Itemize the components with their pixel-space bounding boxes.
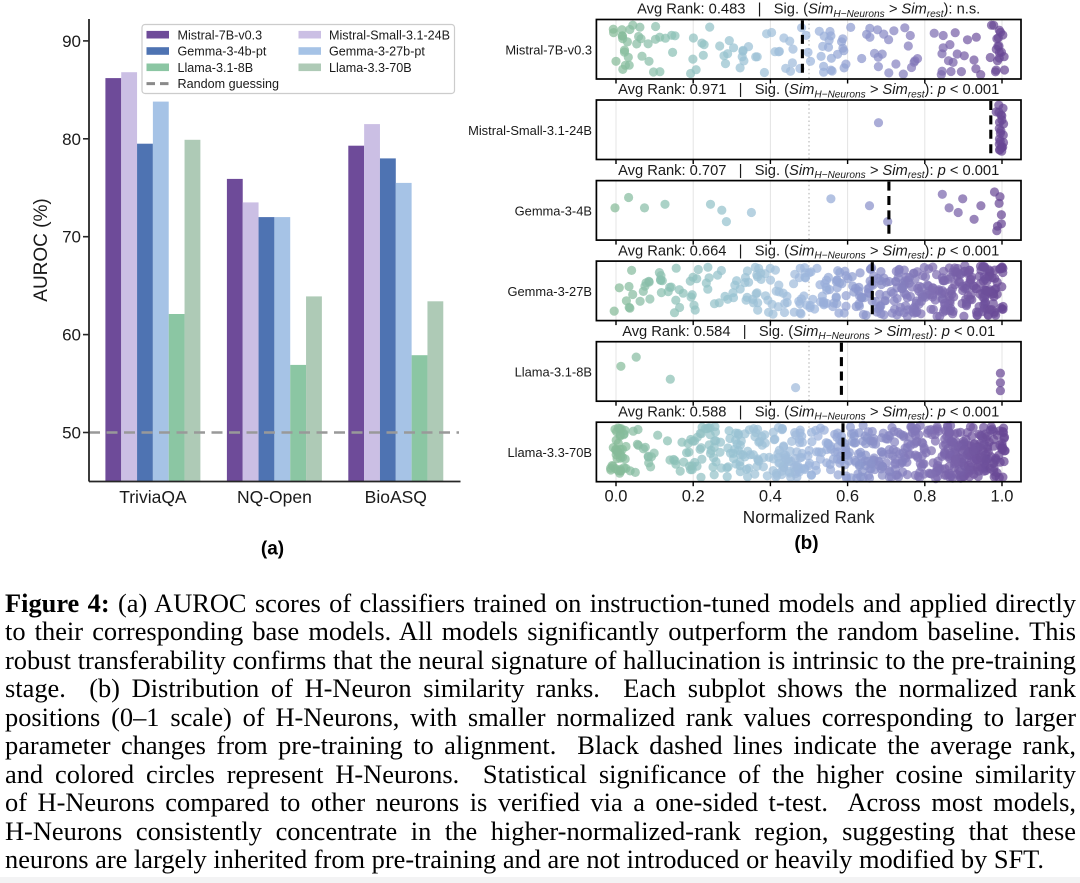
svg-text:AUROC (%): AUROC (%) — [31, 198, 52, 301]
svg-text:Mistral-Small-3.1-24B: Mistral-Small-3.1-24B — [329, 28, 450, 42]
svg-text:Avg Rank: 0.971 | Sig. (Si: Avg Rank: 0.971 | Sig. (SimH−Neurons > S… — [618, 82, 999, 100]
svg-text:Llama-3.3-70B: Llama-3.3-70B — [329, 61, 412, 75]
svg-text:Mistral-Small-3.1-24B: Mistral-Small-3.1-24B — [468, 123, 592, 138]
svg-text:Mistral-7B-v0.3: Mistral-7B-v0.3 — [178, 28, 263, 42]
svg-text:Llama-3.1-8B: Llama-3.1-8B — [178, 61, 254, 75]
svg-text:(b): (b) — [794, 533, 818, 554]
svg-text:Avg Rank: 0.584 | Sig. (Si: Avg Rank: 0.584 | Sig. (SimH−Neurons > S… — [622, 324, 995, 342]
svg-text:Avg Rank: 0.483 | Sig. (Si: Avg Rank: 0.483 | Sig. (SimH−Neurons > S… — [637, 2, 980, 20]
svg-text:80: 80 — [62, 130, 81, 149]
svg-text:Random guessing: Random guessing — [178, 77, 280, 91]
svg-text:Avg Rank: 0.707 | Sig. (Si: Avg Rank: 0.707 | Sig. (SimH−Neurons > S… — [618, 163, 999, 181]
svg-text:Gemma-3-27B: Gemma-3-27B — [507, 284, 592, 299]
svg-text:0.2: 0.2 — [682, 488, 705, 506]
svg-text:BioASQ: BioASQ — [365, 487, 427, 507]
svg-text:0.4: 0.4 — [759, 488, 782, 506]
svg-text:Llama-3.3-70B: Llama-3.3-70B — [507, 445, 592, 460]
svg-text:(a): (a) — [261, 539, 284, 560]
svg-text:0.0: 0.0 — [605, 488, 628, 506]
svg-text:TriviaQA: TriviaQA — [119, 487, 187, 507]
svg-text:1.0: 1.0 — [991, 488, 1014, 506]
svg-text:Avg Rank: 0.664 | Sig. (Si: Avg Rank: 0.664 | Sig. (SimH−Neurons > S… — [618, 243, 999, 261]
svg-text:50: 50 — [62, 424, 81, 443]
svg-text:0.6: 0.6 — [836, 488, 859, 506]
svg-text:70: 70 — [62, 228, 81, 247]
svg-text:60: 60 — [62, 326, 81, 345]
svg-text:Gemma-3-27b-pt: Gemma-3-27b-pt — [329, 45, 425, 59]
svg-text:Llama-3.1-8B: Llama-3.1-8B — [515, 365, 592, 380]
svg-text:Mistral-7B-v0.3: Mistral-7B-v0.3 — [505, 43, 592, 58]
svg-text:0.8: 0.8 — [913, 488, 936, 506]
svg-text:NQ-Open: NQ-Open — [237, 487, 312, 507]
svg-text:Gemma-3-4b-pt: Gemma-3-4b-pt — [178, 45, 267, 59]
svg-text:Gemma-3-4B: Gemma-3-4B — [515, 204, 592, 219]
svg-text:Avg Rank: 0.588 | Sig. (Si: Avg Rank: 0.588 | Sig. (SimH−Neurons > S… — [618, 404, 999, 422]
svg-text:90: 90 — [62, 32, 81, 51]
svg-text:Normalized Rank: Normalized Rank — [743, 507, 875, 527]
